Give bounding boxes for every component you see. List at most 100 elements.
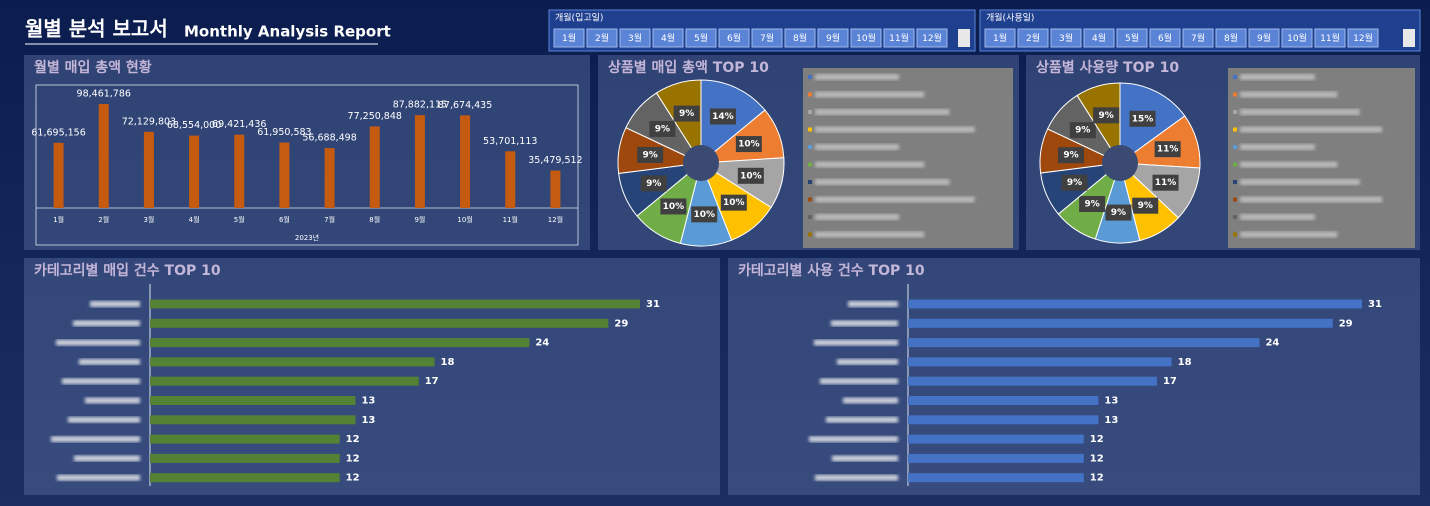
category-label-blurred: [837, 358, 898, 365]
legend-label-blurred: [1240, 231, 1338, 238]
legend-label-blurred: [815, 214, 899, 220]
legend-swatch: [1233, 92, 1237, 97]
slicer-button-label[interactable]: 5월: [1125, 32, 1139, 44]
slicer-button[interactable]: [553, 28, 585, 48]
x-tick-label: 7월: [324, 215, 335, 224]
data-label: 68,554,000: [167, 120, 221, 131]
data-label: 87,674,435: [438, 100, 492, 111]
legend-swatch: [1233, 110, 1237, 114]
slicer-button-label[interactable]: 9월: [1257, 32, 1271, 44]
slicer-button-label[interactable]: 2월: [595, 32, 609, 44]
data-label: 69,421,436: [212, 119, 266, 130]
slicer-button-label[interactable]: 11월: [889, 32, 909, 44]
bar: [150, 415, 356, 425]
legend-swatch: [808, 162, 812, 167]
slicer-button[interactable]: [916, 28, 948, 48]
slicer-button-label[interactable]: 3월: [628, 32, 642, 44]
slicer-scroll[interactable]: [1403, 29, 1415, 47]
slicer-button[interactable]: [1215, 28, 1247, 48]
category-label-blurred: [815, 474, 898, 481]
category-label-blurred: [56, 339, 140, 346]
slicer-button-label[interactable]: 5월: [694, 32, 708, 44]
slicer-button-label[interactable]: 6월: [1158, 32, 1172, 44]
data-label: 12: [346, 453, 360, 464]
slicer-button[interactable]: [718, 28, 750, 48]
slicer-button-label[interactable]: 10월: [1287, 32, 1307, 44]
slicer-button-label[interactable]: 11월: [1320, 32, 1340, 44]
category-label-blurred: [85, 397, 140, 404]
legend-label-blurred: [815, 161, 925, 168]
slicer-button[interactable]: [1116, 28, 1148, 48]
bar: [908, 434, 1084, 444]
slicer-button-label[interactable]: 10월: [856, 32, 876, 44]
data-label: 77,250,848: [348, 111, 402, 122]
category-label-blurred: [809, 436, 898, 443]
slicer-button[interactable]: [1314, 28, 1346, 48]
slicer-button[interactable]: [586, 28, 618, 48]
slicer-button-label[interactable]: 4월: [661, 32, 675, 44]
slicer-scroll[interactable]: [958, 29, 970, 47]
slicer-button-label[interactable]: 2월: [1026, 32, 1040, 44]
slicer-button[interactable]: [984, 28, 1016, 48]
data-label-box: [1129, 110, 1156, 127]
slicer-button[interactable]: [1248, 28, 1280, 48]
slicer-button[interactable]: [817, 28, 849, 48]
slicer-button[interactable]: [685, 28, 717, 48]
category-label-blurred: [820, 378, 898, 385]
slicer-button-label[interactable]: 12월: [1353, 32, 1373, 44]
data-label-box: [1093, 107, 1120, 124]
legend-swatch: [808, 110, 812, 114]
x-tick-label: 2월: [98, 215, 109, 224]
slicer-button-label[interactable]: 7월: [1191, 32, 1205, 44]
slicer-button-label[interactable]: 8월: [793, 32, 807, 44]
data-label-box: [673, 105, 700, 122]
data-label-box: [1058, 147, 1085, 164]
slicer-button[interactable]: [784, 28, 816, 48]
slicer-button-label[interactable]: 1월: [993, 32, 1007, 44]
data-label: 24: [1265, 338, 1279, 349]
slicer-button[interactable]: [883, 28, 915, 48]
slicer-button-label[interactable]: 8월: [1224, 32, 1238, 44]
x-tick-label: 5월: [234, 215, 245, 224]
slicer-button[interactable]: [652, 28, 684, 48]
slicer-button[interactable]: [1083, 28, 1115, 48]
data-label-box: [1105, 204, 1132, 221]
slicer-button[interactable]: [1149, 28, 1181, 48]
data-label: 24: [535, 338, 549, 349]
legend-swatch: [1233, 127, 1237, 132]
data-label: 14%: [712, 112, 734, 122]
legend-label-blurred: [1240, 91, 1338, 98]
slicer-button-label[interactable]: 3월: [1059, 32, 1073, 44]
bar: [550, 170, 561, 208]
slicer-button[interactable]: [850, 28, 882, 48]
data-label: 10%: [740, 171, 762, 181]
legend-label-blurred: [815, 196, 975, 203]
data-label: 61,950,583: [257, 127, 311, 138]
slicer-button-label[interactable]: 4월: [1092, 32, 1106, 44]
legend-swatch: [1233, 145, 1237, 149]
slicer-button-label[interactable]: 12월: [922, 32, 942, 44]
slicer-title: 개월(사용일): [986, 12, 1034, 24]
slicer-button[interactable]: [1347, 28, 1379, 48]
slicer-button[interactable]: [751, 28, 783, 48]
slicer-button-label[interactable]: 9월: [826, 32, 840, 44]
slicer-title: 개월(입고일): [555, 12, 603, 24]
slicer-button-label[interactable]: 7월: [760, 32, 774, 44]
slicer-button-label[interactable]: 6월: [727, 32, 741, 44]
legend-label-blurred: [1240, 109, 1360, 115]
slicer-button[interactable]: [1050, 28, 1082, 48]
x-axis-label: 2023년: [295, 233, 319, 242]
category-label-blurred: [90, 301, 140, 307]
slicer-button[interactable]: [1017, 28, 1049, 48]
slicer-button-label[interactable]: 1월: [562, 32, 576, 44]
plot-frame: [35, 84, 579, 246]
category-label-blurred: [826, 416, 898, 423]
data-label: 9%: [643, 150, 658, 160]
slicer-button[interactable]: [619, 28, 651, 48]
data-label: 18: [1178, 357, 1192, 368]
slicer-button[interactable]: [1281, 28, 1313, 48]
data-label: 9%: [1138, 201, 1153, 211]
slicer-button[interactable]: [1182, 28, 1214, 48]
category-label-blurred: [73, 320, 140, 327]
